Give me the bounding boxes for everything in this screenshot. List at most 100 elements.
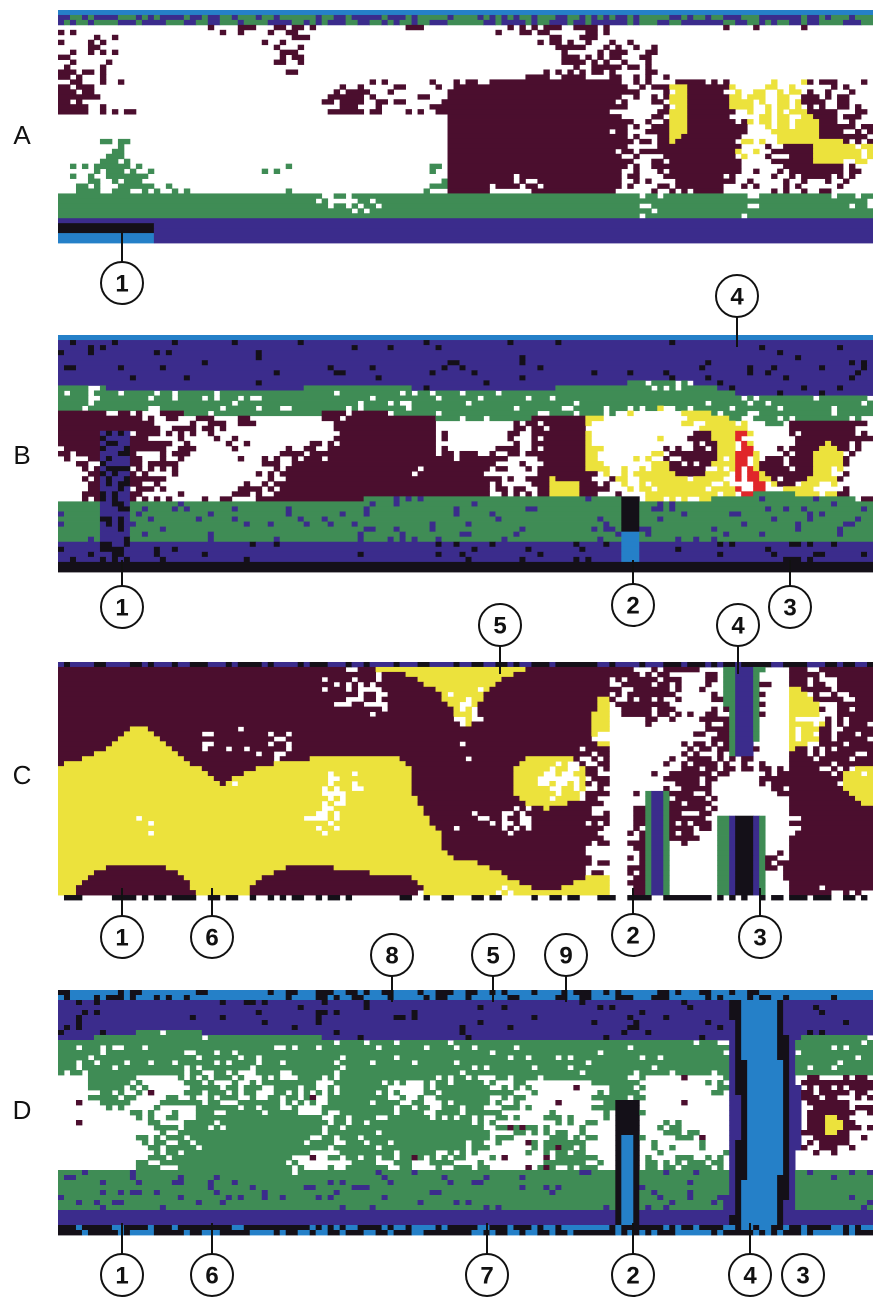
heatmap-cell (160, 552, 202, 557)
heatmap-cell (495, 481, 501, 486)
heatmap-cell (669, 114, 687, 119)
heatmap-cell (801, 99, 825, 104)
heatmap-cell (507, 885, 531, 890)
heatmap-cell (471, 995, 507, 1000)
heatmap-cell (208, 746, 226, 751)
heatmap-cell (729, 1115, 741, 1120)
heatmap-cell (118, 1105, 124, 1110)
heatmap-cell (591, 756, 597, 761)
heatmap-cell (424, 496, 586, 501)
heatmap-cell (244, 1090, 256, 1095)
heatmap-cell (771, 159, 813, 164)
heatmap-cell (519, 355, 525, 360)
heatmap-cell (735, 1170, 747, 1175)
heatmap-cell (525, 476, 549, 481)
heatmap-cell (753, 731, 759, 736)
heatmap-cell (394, 1090, 400, 1095)
heatmap-cell (783, 1140, 789, 1145)
heatmap-cell (783, 406, 831, 411)
heatmap-cell (352, 995, 364, 1000)
heatmap-cell (286, 865, 334, 870)
heatmap-cell (298, 1165, 304, 1170)
heatmap-cell (76, 1025, 82, 1030)
heatmap-cell (717, 466, 723, 471)
heatmap-cell (837, 761, 873, 766)
heatmap-cell (615, 1165, 621, 1170)
heatmap-cell (813, 154, 861, 159)
heatmap-cell (483, 1175, 489, 1180)
heatmap-cell (130, 375, 136, 380)
heatmap-cell (448, 360, 460, 365)
heatmap-cell (531, 1055, 555, 1060)
heatmap-cell (729, 890, 735, 895)
heatmap-cell (130, 496, 136, 501)
heatmap-cell (525, 491, 531, 496)
heatmap-cell (172, 895, 196, 900)
heatmap-cell (717, 537, 873, 542)
heatmap-cell (178, 436, 184, 441)
heatmap-cell (705, 672, 717, 677)
heatmap-cell (160, 451, 166, 456)
heatmap-cell (615, 1135, 621, 1140)
heatmap-cell (525, 451, 585, 456)
heatmap-cell (579, 486, 609, 491)
heatmap-cell (729, 1180, 735, 1185)
heatmap-cell (118, 184, 154, 189)
heatmap-cell (687, 1180, 693, 1185)
heatmap-cell (430, 79, 436, 84)
heatmap-cell (316, 1020, 322, 1025)
heatmap-cell (609, 406, 627, 411)
heatmap-cell (819, 756, 849, 761)
heatmap-cell (603, 481, 609, 486)
heatmap-cell (430, 527, 436, 532)
heatmap-cell (783, 557, 801, 562)
heatmap-cell (513, 421, 519, 426)
heatmap-cell (364, 1000, 370, 1005)
heatmap-cell (58, 875, 88, 880)
heatmap-cell (58, 741, 112, 746)
heatmap-cell (136, 375, 184, 380)
heatmap-cell (759, 139, 765, 144)
heatmap-cell (663, 370, 669, 375)
heatmap-cell (483, 380, 489, 385)
heatmap-cell (274, 15, 280, 20)
heatmap-cell (783, 1220, 873, 1225)
heatmap-cell (280, 1195, 286, 1200)
heatmap-cell (160, 1205, 166, 1210)
heatmap-cell (753, 682, 759, 687)
heatmap-cell (621, 1230, 627, 1235)
heatmap-cell (729, 532, 759, 537)
heatmap-cell (597, 697, 609, 702)
heatmap-cell (615, 677, 621, 682)
heatmap-cell (262, 1020, 268, 1025)
heatmap-cell (298, 1045, 316, 1050)
heatmap-cell (100, 1180, 106, 1185)
heatmap-cell (238, 1180, 328, 1185)
heatmap-cell (597, 662, 609, 667)
heatmap-cell (867, 365, 873, 370)
heatmap-cell (597, 50, 603, 55)
heatmap-cell (813, 149, 861, 154)
heatmap-cell (687, 15, 693, 20)
figure: A1B4123C541623D859167243 (0, 0, 873, 1304)
heatmap-cell (190, 1070, 202, 1075)
heatmap-cell (184, 1080, 202, 1085)
heatmap-cell (687, 89, 723, 94)
heatmap-cell (837, 385, 843, 390)
heatmap-cell (202, 15, 208, 20)
heatmap-cell (519, 527, 525, 532)
heatmap-cell (328, 1075, 334, 1080)
heatmap-cell (783, 1020, 843, 1025)
heatmap-cell (837, 736, 867, 741)
heatmap-cell (735, 741, 753, 746)
heatmap-cell (729, 836, 735, 841)
heatmap-cell (525, 1125, 537, 1130)
heatmap-cell (448, 89, 640, 94)
heatmap-cell (591, 69, 603, 74)
heatmap-cell (292, 456, 298, 461)
heatmap-cell (274, 542, 280, 547)
heatmap-cell (549, 662, 555, 667)
heatmap-cell (573, 1055, 639, 1060)
heatmap-cell (513, 811, 519, 816)
heatmap-cell (741, 1215, 777, 1220)
